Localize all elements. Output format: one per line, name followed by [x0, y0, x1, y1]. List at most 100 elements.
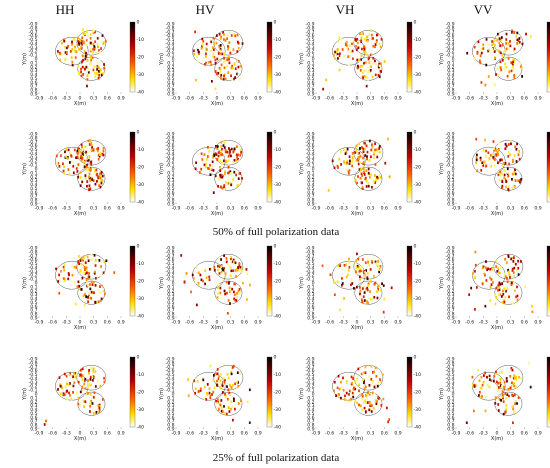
scatter-point — [509, 276, 511, 279]
scatter-point — [361, 300, 364, 304]
scatter-point — [210, 80, 213, 83]
scatter-point — [363, 141, 366, 145]
scatter-point — [374, 281, 377, 285]
y-tick-label: 0.1 — [167, 284, 174, 290]
scatter-point — [85, 278, 88, 281]
scatter-point — [366, 157, 368, 161]
y-tick-label: -0.5 — [29, 372, 38, 378]
colorbar-tick-label: -40 — [274, 200, 282, 206]
scatter-point — [89, 187, 92, 191]
scatter-point — [215, 41, 218, 45]
scatter-point — [240, 148, 243, 152]
scatter-point — [98, 49, 100, 52]
y-tick-label: 0.5 — [447, 186, 454, 192]
scatter-point — [206, 392, 208, 395]
scatter-point — [233, 170, 236, 174]
scatter-point — [501, 184, 504, 188]
y-tick-label: -0.1 — [446, 163, 455, 169]
scatter-point — [67, 383, 70, 387]
panel-hh-row1: -0.9 -0.6 -0.3 0 0.3 0.6 0.9X(m)-0.9-0.8-0.7-0… — [22, 20, 144, 108]
scatter-point — [374, 73, 377, 77]
scatter-point — [503, 50, 506, 53]
scatter-point — [486, 383, 489, 387]
y-tick-label: -0.5 — [29, 37, 38, 43]
scatter-point — [69, 394, 71, 397]
scatter-point — [99, 291, 102, 294]
scatter-point — [86, 84, 88, 88]
scatter-point — [81, 36, 84, 40]
scatter-point — [361, 64, 364, 68]
scatter-point — [384, 161, 387, 165]
y-tick-label: -0.6 — [166, 33, 175, 39]
x-axis-label: X(m) — [351, 325, 363, 331]
scatter-point — [87, 150, 90, 154]
y-tick-label: 0.5 — [167, 411, 174, 417]
x-axis-label: X(m) — [351, 101, 363, 107]
y-tick-label: -0.9 — [446, 22, 455, 28]
scatter-point — [93, 167, 96, 171]
scatter-point — [92, 367, 95, 371]
scatter-point — [351, 152, 354, 155]
scatter-point — [473, 45, 476, 49]
y-tick-label: 0.8 — [447, 423, 454, 429]
x-tick-label: 0 — [496, 96, 499, 102]
x-tick-label: -0.3 — [199, 431, 208, 437]
scatter-point — [480, 51, 483, 55]
scatter-point — [72, 391, 74, 394]
scatter-point — [231, 260, 234, 264]
scatter-point — [221, 175, 224, 179]
scatter-point — [512, 394, 515, 398]
x-tick-label: 0.6 — [381, 206, 388, 212]
y-tick-label: -0.3 — [446, 155, 455, 161]
y-tick-label: 0.6 — [307, 80, 314, 86]
y-tick-label: 0.7 — [307, 194, 314, 200]
scatter-point — [370, 29, 373, 33]
scatter-point — [356, 58, 359, 62]
scatter-point — [512, 411, 515, 415]
scatter-point — [211, 393, 213, 396]
scatter-point — [81, 367, 84, 371]
scatter-point — [513, 170, 516, 174]
scatter-point — [81, 155, 84, 158]
scatter-point — [508, 70, 511, 73]
y-tick-label: -0.7 — [166, 29, 175, 35]
scatter-point — [363, 61, 365, 65]
scatter-point — [94, 277, 97, 280]
scatter-point — [358, 275, 361, 279]
y-tick-label: 0.9 — [307, 202, 314, 208]
y-axis-label: Y(m) — [439, 388, 445, 401]
scatter-point — [208, 275, 211, 279]
x-tick-label: 0.3 — [367, 431, 374, 437]
scatter-point — [88, 184, 91, 188]
scatter-point — [241, 177, 243, 180]
x-tick-label: 0.3 — [367, 96, 374, 102]
y-tick-label: 0.3 — [30, 68, 37, 74]
scatter-point — [510, 381, 513, 385]
scatter-point — [219, 69, 222, 73]
colorbar-tick-label: 0 — [414, 355, 417, 361]
scatter-point — [495, 370, 497, 374]
y-tick-label: 0.2 — [167, 64, 174, 70]
x-tick-label: -0.6 — [48, 431, 57, 437]
scatter-point — [238, 287, 241, 291]
scatter-point — [197, 50, 200, 54]
scatter-point — [472, 271, 475, 275]
scatter-point — [58, 165, 61, 168]
scatter-point — [212, 374, 215, 377]
scatter-point — [361, 287, 364, 290]
scatter-point — [239, 153, 242, 157]
scatter-point — [100, 297, 103, 301]
y-tick-label: 0.4 — [447, 296, 454, 302]
scatter-point — [237, 402, 240, 405]
scatter-point — [94, 182, 97, 186]
scatter-point — [366, 300, 368, 303]
scatter-point — [201, 44, 204, 48]
x-axis-label: X(m) — [211, 211, 223, 217]
scatter-point — [238, 264, 241, 268]
scatter-point — [361, 185, 364, 189]
scatter-point — [369, 402, 372, 406]
scatter-point — [505, 38, 508, 41]
scatter-point — [77, 39, 79, 43]
scatter-point — [84, 32, 86, 36]
scatter-point — [492, 156, 495, 159]
